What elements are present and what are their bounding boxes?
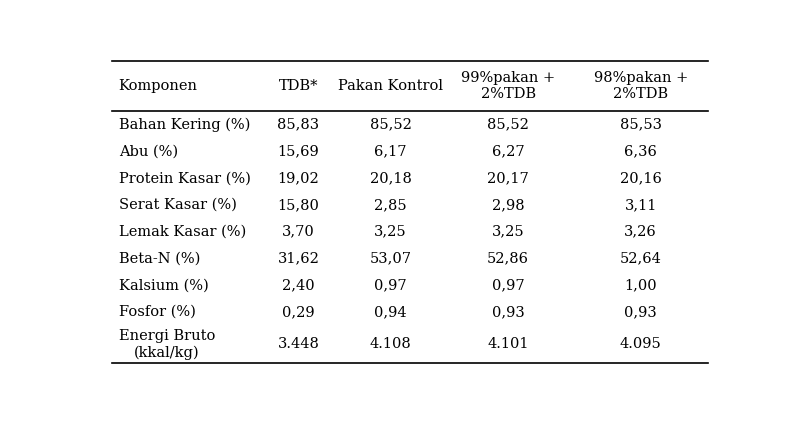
Text: 0,93: 0,93 [624, 305, 657, 319]
Text: 15,69: 15,69 [278, 145, 319, 159]
Text: Bahan Kering (%): Bahan Kering (%) [118, 117, 250, 132]
Text: 99%pakan +
2%TDB: 99%pakan + 2%TDB [461, 71, 555, 101]
Text: Lemak Kasar (%): Lemak Kasar (%) [118, 225, 246, 239]
Text: 53,07: 53,07 [370, 251, 412, 265]
Text: 52,86: 52,86 [487, 251, 530, 265]
Text: 15,80: 15,80 [278, 198, 319, 212]
Text: 4.095: 4.095 [620, 337, 662, 351]
Text: 0,93: 0,93 [492, 305, 525, 319]
Text: 3,70: 3,70 [282, 225, 314, 239]
Text: 2,85: 2,85 [374, 198, 407, 212]
Text: 20,17: 20,17 [487, 171, 529, 185]
Text: Energi Bruto
(kkal/kg): Energi Bruto (kkal/kg) [118, 329, 215, 360]
Text: 6,17: 6,17 [374, 145, 407, 159]
Text: 3,11: 3,11 [625, 198, 657, 212]
Text: Kalsium (%): Kalsium (%) [118, 278, 208, 292]
Text: Komponen: Komponen [118, 79, 198, 93]
Text: Protein Kasar (%): Protein Kasar (%) [118, 171, 250, 185]
Text: 20,16: 20,16 [620, 171, 662, 185]
Text: 85,52: 85,52 [487, 118, 529, 132]
Text: 6,27: 6,27 [492, 145, 525, 159]
Text: 6,36: 6,36 [624, 145, 657, 159]
Text: 85,53: 85,53 [620, 118, 662, 132]
Text: Fosfor (%): Fosfor (%) [118, 305, 195, 319]
Text: 19,02: 19,02 [278, 171, 319, 185]
Text: Beta-N (%): Beta-N (%) [118, 251, 200, 265]
Text: 3,26: 3,26 [624, 225, 657, 239]
Text: 52,64: 52,64 [620, 251, 662, 265]
Text: Serat Kasar (%): Serat Kasar (%) [118, 198, 237, 212]
Text: 0,29: 0,29 [282, 305, 314, 319]
Text: 20,18: 20,18 [370, 171, 411, 185]
Text: 0,97: 0,97 [374, 278, 407, 292]
Text: 4.108: 4.108 [370, 337, 411, 351]
Text: Pakan Kontrol: Pakan Kontrol [338, 79, 443, 93]
Text: 0,97: 0,97 [492, 278, 525, 292]
Text: 3,25: 3,25 [492, 225, 525, 239]
Text: Abu (%): Abu (%) [118, 145, 178, 159]
Text: 3,25: 3,25 [374, 225, 407, 239]
Text: 4.101: 4.101 [487, 337, 529, 351]
Text: 2,98: 2,98 [492, 198, 525, 212]
Text: 0,94: 0,94 [374, 305, 407, 319]
Text: TDB*: TDB* [278, 79, 318, 93]
Text: 85,83: 85,83 [278, 118, 319, 132]
Text: 31,62: 31,62 [278, 251, 319, 265]
Text: 1,00: 1,00 [624, 278, 657, 292]
Text: 3.448: 3.448 [278, 337, 319, 351]
Text: 2,40: 2,40 [282, 278, 314, 292]
Text: 98%pakan +
2%TDB: 98%pakan + 2%TDB [594, 71, 688, 101]
Text: 85,52: 85,52 [370, 118, 411, 132]
